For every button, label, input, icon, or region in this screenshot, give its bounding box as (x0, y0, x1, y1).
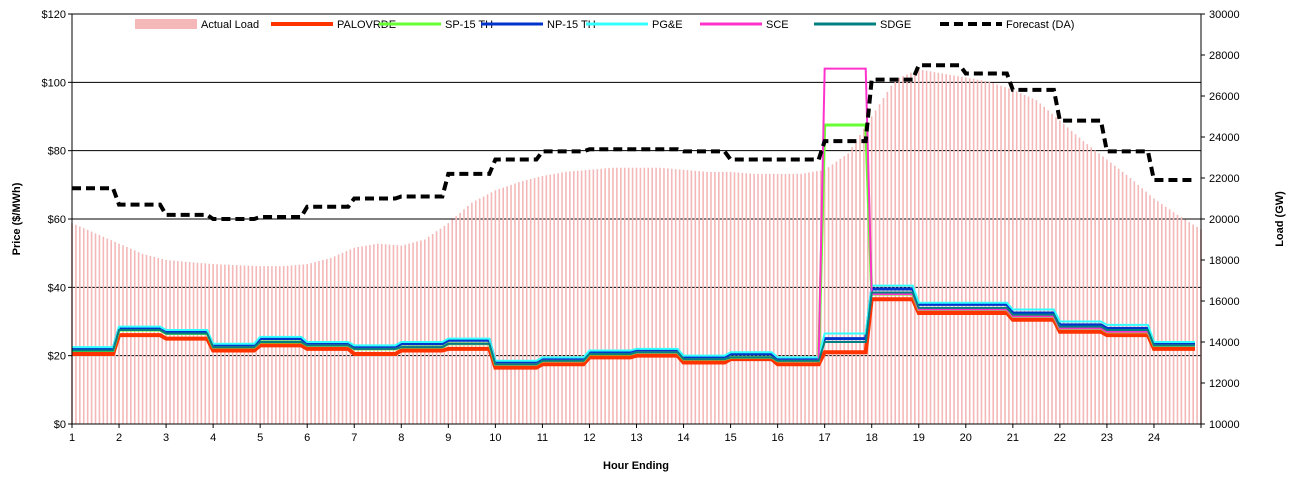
series-lines (72, 63, 1195, 370)
y2-tick-label: 20000 (1209, 214, 1240, 226)
legend-label-sp-15-th: SP-15 TH (445, 19, 493, 31)
price-line-pg-e (72, 284, 1195, 362)
price-line-palovrde (72, 297, 1195, 370)
legend-label-forecast-da-: Forecast (DA) (1006, 19, 1074, 31)
y-tick-label: $20 (48, 351, 66, 363)
y2-tick-label: 10000 (1209, 419, 1240, 431)
legend-label-np-15-th: NP-15 TH (547, 19, 596, 31)
x-tick-label: 14 (677, 432, 689, 444)
x-tick-label: 18 (866, 432, 878, 444)
x-axis-title: Hour Ending (603, 460, 669, 472)
x-tick-label: 21 (1007, 432, 1019, 444)
x-tick-label: 24 (1148, 432, 1160, 444)
y2-tick-label: 12000 (1209, 378, 1240, 390)
legend-label-actual-load: Actual Load (201, 19, 259, 31)
y2-tick-label: 26000 (1209, 91, 1240, 103)
legend-label-palovrde: PALOVRDE (337, 19, 396, 31)
x-tick-label: 22 (1054, 432, 1066, 444)
y2-tick-label: 18000 (1209, 255, 1240, 267)
y2-axis-title: Load (GW) (1274, 191, 1286, 247)
x-tick-label: 10 (489, 432, 501, 444)
y2-tick-label: 22000 (1209, 173, 1240, 185)
legend-label-pg-e: PG&E (652, 19, 683, 31)
price-line-sdge (72, 291, 1195, 366)
actual-load-bars (71, 69, 1202, 424)
x-tick-label: 1 (69, 432, 75, 444)
x-tick-label: 16 (772, 432, 784, 444)
x-tick-label: 4 (210, 432, 216, 444)
y2-tick-label: 14000 (1209, 337, 1240, 349)
legend-label-sdge: SDGE (880, 19, 911, 31)
x-tick-label: 9 (445, 432, 451, 444)
y-tick-label: $100 (42, 77, 66, 89)
y-tick-label: $0 (54, 419, 66, 431)
y-axis-title: Price ($/MWh) (11, 182, 23, 255)
x-tick-label: 12 (583, 432, 595, 444)
right-axis-ticks: 10000 12000 14000 16000 18000 20000 22000 24000… (1201, 9, 1240, 431)
x-tick-label: 19 (913, 432, 925, 444)
forecast-line (72, 63, 1195, 221)
y2-tick-label: 16000 (1209, 296, 1240, 308)
x-tick-label: 17 (819, 432, 831, 444)
x-tick-label: 13 (630, 432, 642, 444)
x-tick-label: 2 (116, 432, 122, 444)
legend-label-sce: SCE (766, 19, 789, 31)
x-tick-label: 5 (257, 432, 263, 444)
x-tick-label: 3 (163, 432, 169, 444)
y2-tick-label: 28000 (1209, 50, 1240, 62)
y-tick-label: $60 (48, 214, 66, 226)
y-tick-label: $40 (48, 282, 66, 294)
x-tick-label: 8 (398, 432, 404, 444)
legend-swatch-actual-load (135, 19, 197, 29)
y2-tick-label: 30000 (1209, 9, 1240, 21)
x-tick-label: 23 (1101, 432, 1113, 444)
x-tick-label: 7 (351, 432, 357, 444)
x-tick-label: 6 (304, 432, 310, 444)
left-axis-ticks: $0 $20 $40 $60 $80 $100 $120 (42, 9, 72, 431)
x-tick-label: 20 (960, 432, 972, 444)
x-axis-ticks: 1 2 3 4 5 6 7 8 9 10 11 12 13 14 15 16 17 18 19 20 21 22 23 24 (69, 424, 1202, 444)
y2-tick-label: 24000 (1209, 132, 1240, 144)
x-tick-label: 15 (724, 432, 736, 444)
y-tick-label: $120 (42, 9, 66, 21)
price-line-np-15-th (72, 287, 1195, 364)
y-tick-label: $80 (48, 146, 66, 158)
legend: Actual Load PALOVRDE SP-15 TH NP-15 TH PG&E S… (135, 19, 1074, 31)
x-tick-label: 11 (537, 432, 548, 444)
